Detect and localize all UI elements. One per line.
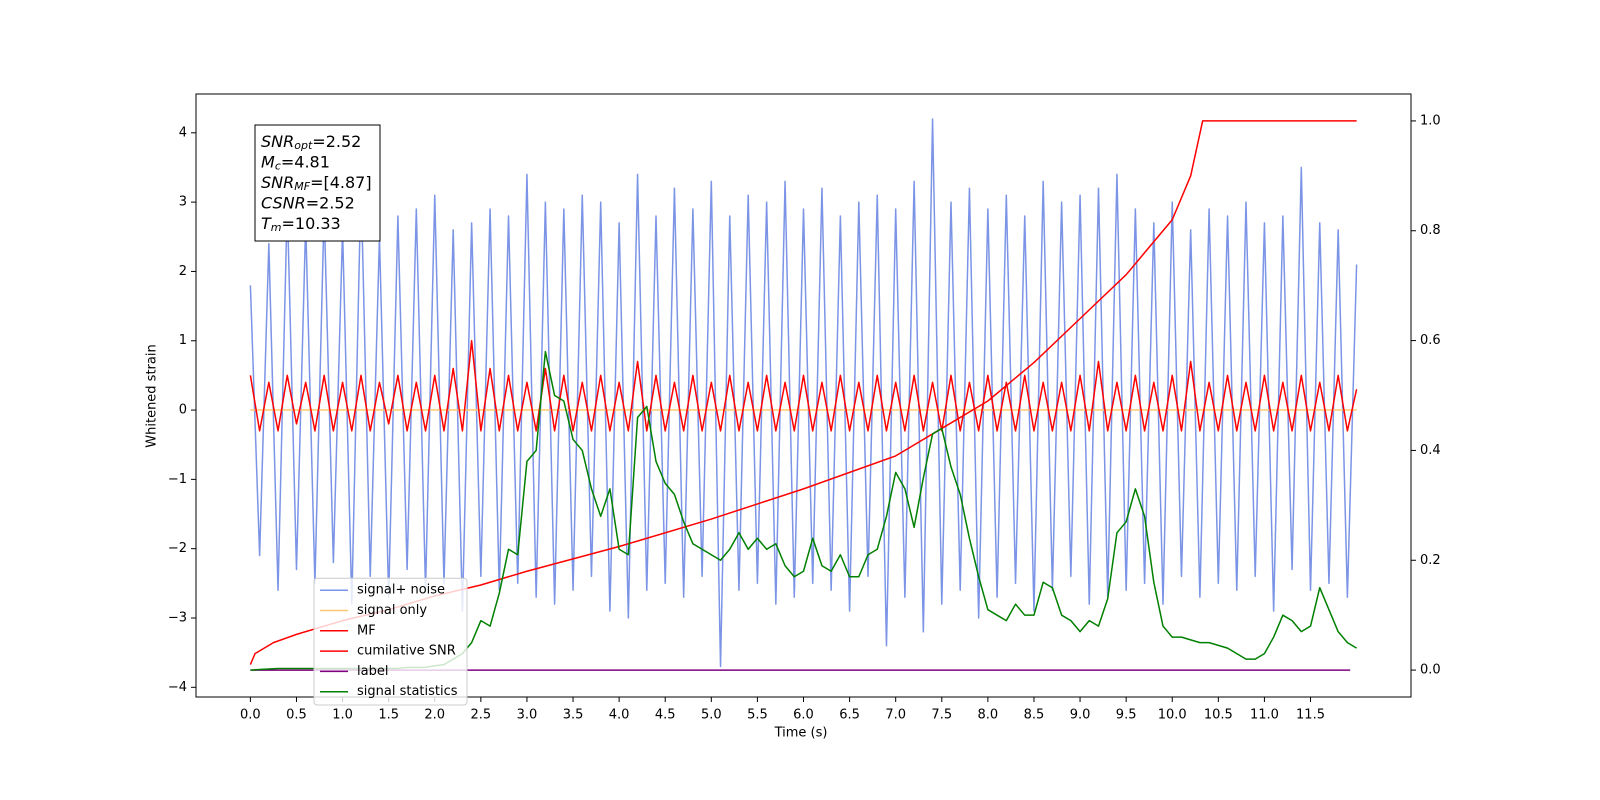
annotation-symbol: T (261, 214, 272, 233)
annotation-symbol: CSNR (261, 193, 306, 212)
x-tick-label: 5.5 (747, 708, 768, 723)
y2-tick-label: 0.4 (1420, 443, 1441, 458)
legend-label: cumilative SNR (357, 644, 456, 659)
y-tick-label: −1 (168, 472, 187, 487)
y-tick-label: 3 (179, 195, 187, 210)
annotation-value: =4.81 (281, 152, 330, 171)
x-tick-label: 8.5 (1024, 708, 1045, 723)
x-tick-label: 3.5 (563, 708, 584, 723)
x-tick-label: 7.0 (885, 708, 906, 723)
x-tick-label: 1.0 (332, 708, 353, 723)
y-tick-label: −4 (168, 680, 187, 695)
annotation-subscript: c (275, 160, 281, 173)
legend: signal+ noise signal only MF cumilative SNR… (313, 577, 468, 706)
y2-tick-label: 0.2 (1420, 553, 1441, 568)
annotation-line: CSNR=2.52 (261, 193, 355, 212)
annotation-line: Tm=10.33 (261, 214, 341, 235)
y2-tick-label: 0.6 (1420, 333, 1441, 348)
legend-label: signal statistics (357, 684, 458, 699)
x-tick-label: 5.0 (701, 708, 722, 723)
annotation-value: =[4.87] (310, 173, 372, 192)
x-axis-label: Time (s) (774, 726, 828, 741)
x-tick-label: 6.5 (839, 708, 860, 723)
annotation-symbol: SNR (261, 132, 294, 151)
legend-label: signal only (357, 603, 427, 618)
y2-tick-label: 0.8 (1420, 223, 1441, 238)
x-tick-label: 2.0 (424, 708, 445, 723)
x-tick-label: 0.0 (240, 708, 261, 723)
annotation-symbol: M (261, 152, 275, 171)
annotation-line: SNRMF=[4.87] (261, 173, 372, 194)
annotation-subscript: m (271, 221, 282, 234)
annotation-value: =2.52 (306, 193, 355, 212)
annotation-line: Mc=4.81 (261, 152, 330, 173)
annotation-symbol: SNR (261, 173, 294, 192)
x-tick-label: 3.0 (517, 708, 538, 723)
x-tick-label: 0.5 (286, 708, 307, 723)
y2-tick-label: 0.0 (1420, 663, 1441, 678)
x-tick-label: 4.0 (609, 708, 630, 723)
annotation-frame (254, 124, 381, 242)
y-tick-label: −2 (168, 541, 187, 556)
x-tick-label: 6.0 (793, 708, 814, 723)
annotation-line: SNRopt=2.52 (261, 132, 361, 153)
y-tick-label: 4 (179, 125, 187, 140)
annotation-value: =10.33 (282, 214, 341, 233)
y-tick-label: 1 (179, 333, 187, 348)
x-tick-label: 10.0 (1158, 708, 1187, 723)
annotation-box: SNRopt=2.52Mc=4.81SNRMF=[4.87]CSNR=2.52T… (254, 124, 381, 242)
y-tick-label: 0 (179, 403, 187, 418)
x-tick-label: 4.5 (655, 708, 676, 723)
x-tick-label: 10.5 (1204, 708, 1233, 723)
x-tick-label: 7.5 (931, 708, 952, 723)
x-tick-label: 9.5 (1116, 708, 1137, 723)
x-tick-label: 2.5 (471, 708, 492, 723)
legend-label: MF (357, 623, 376, 638)
series-line (249, 339, 1358, 432)
y2-tick-label: 1.0 (1420, 113, 1441, 128)
x-tick-label: 11.5 (1296, 708, 1325, 723)
legend-label: label (357, 664, 388, 679)
y-axis-label: Whitened strain (145, 344, 160, 447)
x-tick-label: 9.0 (1070, 708, 1091, 723)
series-line (249, 118, 1358, 668)
y-tick-label: −3 (168, 610, 187, 625)
annotation-subscript: MF (294, 180, 310, 193)
x-tick-label: 11.0 (1250, 708, 1279, 723)
x-tick-label: 8.0 (978, 708, 999, 723)
annotation-subscript: opt (294, 139, 313, 152)
annotation-value: =2.52 (312, 132, 361, 151)
x-tick-label: 1.5 (378, 708, 399, 723)
y-tick-label: 2 (179, 264, 187, 279)
legend-frame (313, 577, 468, 706)
legend-label: signal+ noise (357, 583, 445, 598)
